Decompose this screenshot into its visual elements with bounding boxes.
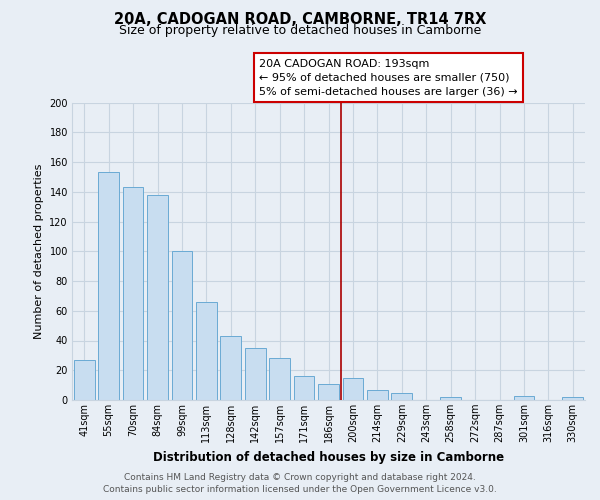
Bar — [269, 358, 290, 400]
Bar — [196, 302, 217, 400]
Bar — [343, 378, 364, 400]
Bar — [514, 396, 535, 400]
Text: Contains HM Land Registry data © Crown copyright and database right 2024.
Contai: Contains HM Land Registry data © Crown c… — [103, 473, 497, 494]
Bar — [318, 384, 339, 400]
Bar — [98, 172, 119, 400]
Text: 20A, CADOGAN ROAD, CAMBORNE, TR14 7RX: 20A, CADOGAN ROAD, CAMBORNE, TR14 7RX — [114, 12, 486, 28]
Bar — [220, 336, 241, 400]
Bar — [391, 392, 412, 400]
Bar — [172, 252, 193, 400]
Bar — [440, 397, 461, 400]
Text: Size of property relative to detached houses in Camborne: Size of property relative to detached ho… — [119, 24, 481, 37]
Bar — [562, 397, 583, 400]
Bar — [147, 194, 168, 400]
Text: 20A CADOGAN ROAD: 193sqm
← 95% of detached houses are smaller (750)
5% of semi-d: 20A CADOGAN ROAD: 193sqm ← 95% of detach… — [259, 58, 518, 96]
Bar — [245, 348, 266, 400]
Bar — [293, 376, 314, 400]
Text: Distribution of detached houses by size in Camborne: Distribution of detached houses by size … — [153, 451, 505, 464]
Bar — [74, 360, 95, 400]
Bar — [367, 390, 388, 400]
Bar — [122, 188, 143, 400]
Y-axis label: Number of detached properties: Number of detached properties — [34, 164, 44, 339]
